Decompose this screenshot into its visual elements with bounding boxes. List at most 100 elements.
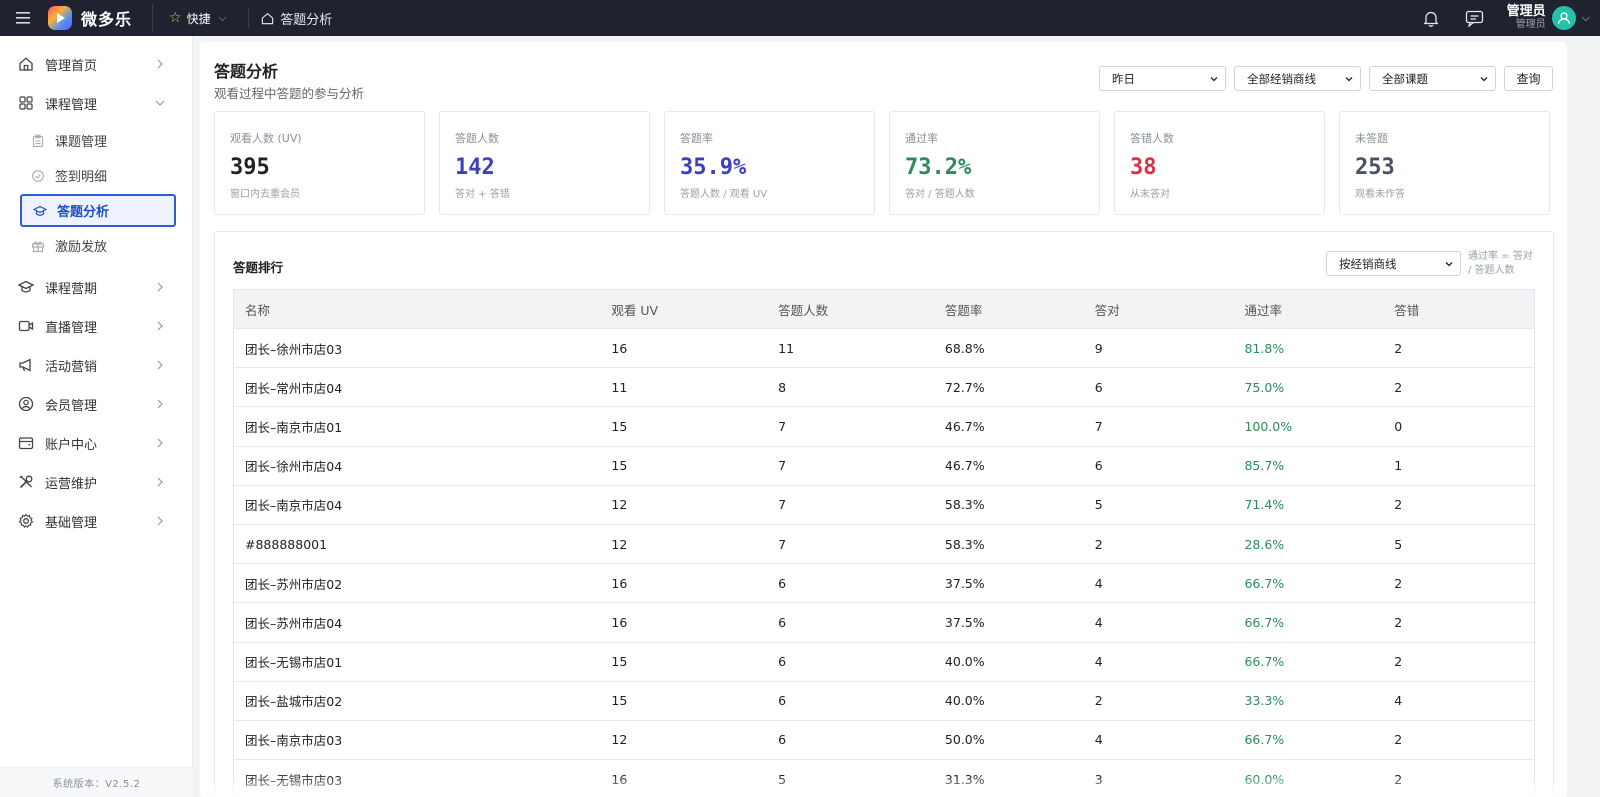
user-role: 管理员 [1515,19,1546,30]
answerers-cell: 6 [778,614,787,630]
bell-icon [1423,11,1439,27]
view-uv-cell: 16 [611,614,628,630]
stat-label: 未答题 [1355,132,1388,145]
graduation-icon [33,204,47,218]
sidebar-item-account-center[interactable]: 账户中心 [0,424,193,462]
stat-label: 答题率 [680,132,713,145]
chevron-right-icon [157,360,163,370]
chevron-right-icon [157,282,163,292]
stat-label: 答错人数 [1130,132,1174,145]
dealer-line-select[interactable]: 全部经销商线 [1234,66,1361,91]
chevron-down-icon [1210,76,1218,81]
wrong-cell: 2 [1394,654,1403,670]
table-row[interactable]: 团长–徐州市店04 15 7 46.7% 6 85.7% 1 [234,447,1534,486]
wrong-cell: 2 [1394,771,1403,787]
table-row[interactable]: 团长–南京市店04 12 7 58.3% 5 71.4% 2 [234,486,1534,525]
sidebar-item-live-management[interactable]: 直播管理 [0,307,193,345]
table-row[interactable]: 团长–常州市店04 11 8 72.7% 6 75.0% 2 [234,368,1534,408]
sidebar-subitem-checkin-details[interactable]: 签到明细 [20,159,176,192]
answerers-cell: 7 [778,497,787,513]
table-row[interactable]: 团长–苏州市店02 16 6 37.5% 4 66.7% 2 [234,564,1534,604]
sidebar-item-home[interactable]: 管理首页 [0,45,193,83]
column-header-wrong[interactable]: 答错 [1394,302,1420,318]
table-row[interactable]: 团长–南京市店03 12 6 50.0% 4 66.7% 2 [234,721,1534,761]
sidebar-item-course-periods[interactable]: 课程营期 [0,268,193,306]
dealer-line-value: 全部经销商线 [1247,71,1316,86]
sidebar-item-label: 直播管理 [45,320,98,336]
sidebar-item-course-management[interactable]: 课程管理 [0,84,193,122]
menu-toggle-button[interactable] [0,0,48,36]
stat-hint: 窗口内去重会员 [230,189,300,200]
chevron-right-icon [157,438,163,448]
stat-hint: 从未答对 [1130,189,1170,200]
quick-menu-label: 快捷 [186,11,211,26]
pass-rate-cell: 33.3% [1244,693,1285,709]
date-range-select[interactable]: 昨日 [1099,66,1226,91]
sidebar-subitem-incentive-distribution[interactable]: 激励发放 [20,229,176,262]
view-uv-cell: 15 [611,654,628,670]
chevron-down-icon [1480,76,1488,81]
correct-cell: 5 [1094,497,1103,513]
correct-cell: 9 [1094,340,1103,356]
answer-rate-cell: 46.7% [944,458,985,474]
app-logo[interactable] [48,6,72,30]
sidebar-subitem-label: 签到明细 [55,170,108,185]
chevron-down-icon[interactable]: ⌵ [1581,11,1590,24]
avatar[interactable] [1551,6,1576,30]
wrong-cell: 2 [1394,340,1403,356]
name-cell: 团长–徐州市店03 [245,341,343,357]
table-row[interactable]: 团长–徐州市店03 16 11 68.8% 9 81.8% 2 [234,329,1534,369]
quick-menu-button[interactable]: ☆ 快捷 ⌵ [169,10,226,27]
pass-rate-cell: 66.7% [1244,575,1285,591]
ranking-groupby-select[interactable]: 按经销商线 [1326,251,1461,276]
table-row[interactable]: 团长–无锡市店03 16 5 31.3% 3 60.0% 2 [234,760,1534,797]
breadcrumb-current[interactable]: 答题分析 [280,12,333,28]
wrong-cell: 0 [1394,418,1403,434]
column-header-view-uv[interactable]: 观看 UV [611,302,659,318]
sidebar-item-basic-management[interactable]: 基础管理 [0,502,193,540]
pass-rate-cell: 66.7% [1244,732,1285,748]
table-row[interactable]: 团长–苏州市店04 16 6 37.5% 4 66.7% 2 [234,603,1534,643]
pass-rate-cell: 81.8% [1244,340,1285,356]
megaphone-icon [18,357,34,373]
answer-rate-cell: 58.3% [944,536,985,552]
sidebar-subitem-topic-management[interactable]: 课题管理 [20,124,176,157]
table-row[interactable]: 团长–盐城市店02 15 6 40.0% 2 33.3% 4 [234,682,1534,721]
correct-cell: 6 [1094,458,1103,474]
column-header-name[interactable]: 名称 [245,302,271,318]
table-row[interactable]: 团长–南京市店01 15 7 46.7% 7 100.0% 0 [234,407,1534,447]
sidebar-subitem-quiz-analysis[interactable]: 答题分析 [20,194,176,227]
table-row[interactable]: #888888001 12 7 58.3% 2 28.6% 5 [234,525,1534,565]
topbar-divider [152,4,154,32]
stat-value: 395 [230,155,270,180]
table-row[interactable]: 团长–无锡市店01 15 6 40.0% 4 66.7% 2 [234,643,1534,682]
pass-rate-cell: 100.0% [1244,418,1293,434]
query-button[interactable]: 查询 [1504,66,1553,91]
grid-icon [18,95,34,111]
user-info[interactable]: 管理员 管理员 [1507,5,1546,31]
stat-hint: 答题人数 / 观看 UV [680,189,768,200]
filter-bar: 昨日 全部经销商线 全部课题 查询 [1099,66,1553,91]
ranking-title: 答题排行 [233,260,284,275]
sidebar-item-label: 会员管理 [45,398,98,414]
star-icon: ☆ [169,10,182,26]
messages-button[interactable] [1463,6,1487,30]
pass-rate-cell: 75.0% [1244,379,1285,395]
notification-bell-button[interactable] [1419,6,1443,30]
stat-label: 通过率 [905,132,938,145]
view-uv-cell: 15 [611,458,628,474]
column-header-pass-rate[interactable]: 通过率 [1244,302,1282,318]
column-header-answerers[interactable]: 答题人数 [778,302,829,318]
sidebar-item-marketing-campaigns[interactable]: 活动营销 [0,346,193,384]
sidebar-item-member-management[interactable]: 会员管理 [0,385,193,423]
correct-cell: 2 [1094,536,1103,552]
topic-select[interactable]: 全部课题 [1369,66,1496,91]
wrong-cell: 1 [1394,458,1403,474]
pass-rate-cell: 85.7% [1244,458,1285,474]
sidebar-item-operations-maintenance[interactable]: 运营维护 [0,463,193,501]
check-circle-icon [31,169,45,183]
graduation-icon [18,279,34,295]
column-header-correct[interactable]: 答对 [1094,302,1120,318]
column-header-answer-rate[interactable]: 答题率 [944,302,983,318]
answerers-cell: 7 [778,418,787,434]
